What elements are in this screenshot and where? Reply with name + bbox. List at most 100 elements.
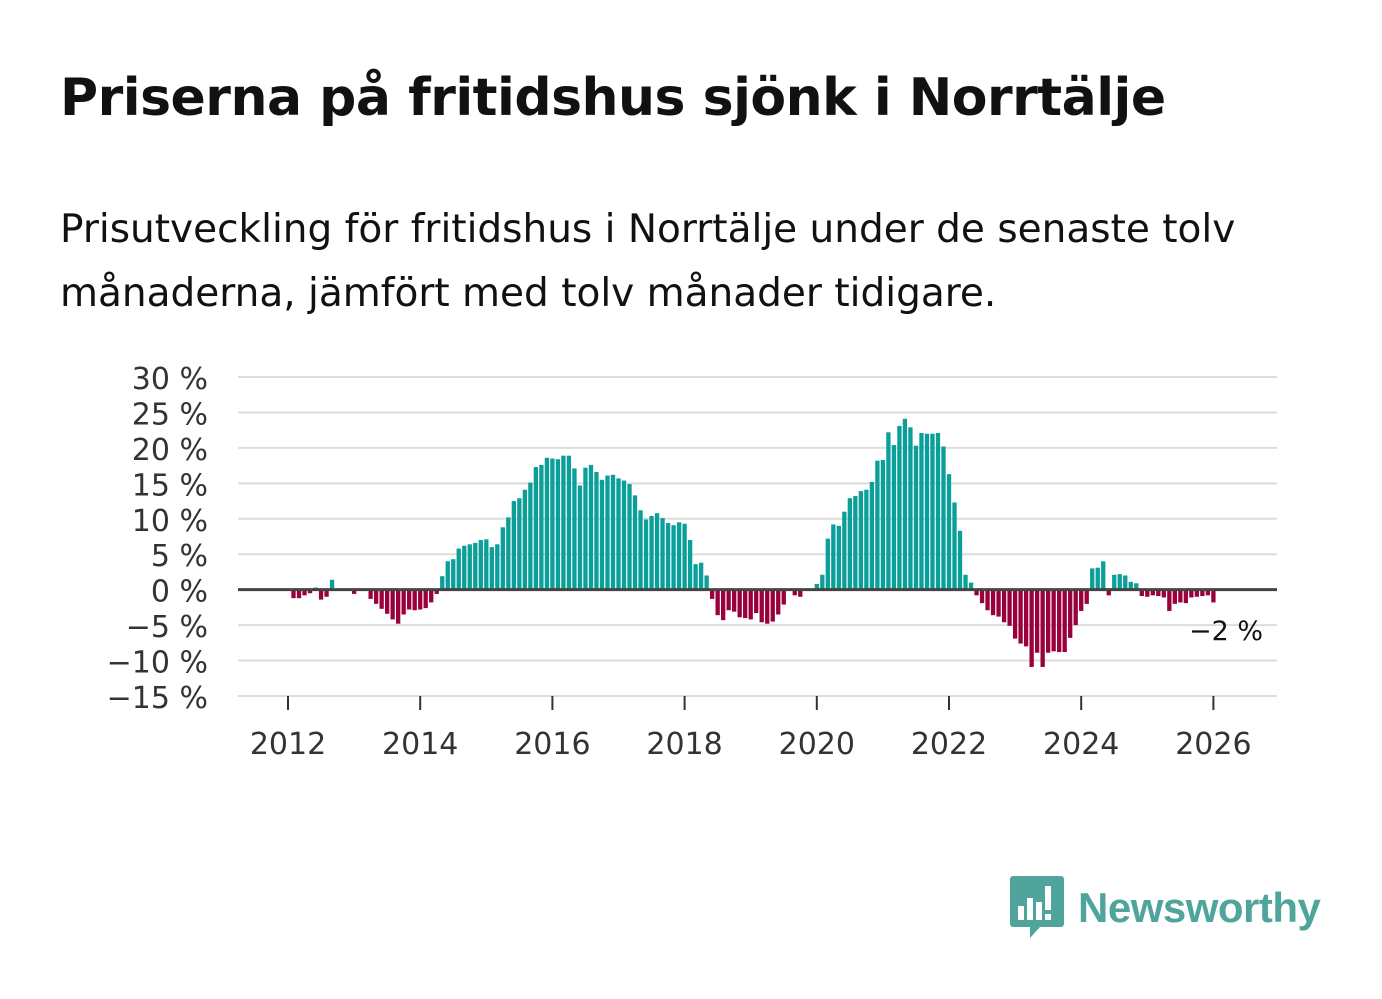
bar [307, 589, 313, 594]
bar [693, 564, 698, 590]
bar [781, 589, 786, 605]
bar [1150, 589, 1155, 596]
bar [621, 480, 627, 590]
bar [550, 458, 555, 590]
chart-subtitle: Prisutveckling för fritidshus i Norrtälj… [60, 207, 1236, 316]
bar [897, 425, 902, 590]
bar [588, 464, 594, 590]
bar [842, 511, 847, 590]
bar [1139, 589, 1144, 597]
x-tick-label: 2012 [250, 727, 326, 762]
bar [941, 446, 946, 590]
bar [423, 589, 428, 609]
bar [996, 589, 1001, 617]
bar [1178, 589, 1183, 603]
bar [1194, 589, 1200, 597]
bar [445, 561, 450, 590]
bar-chart: 30 %25 %20 %15 %10 %5 %0 %−5 %−10 %−15 %… [107, 362, 1277, 762]
x-tick-label: 2016 [514, 727, 590, 762]
y-tick-label: 20 % [132, 433, 208, 468]
bar [792, 589, 797, 596]
bar [566, 455, 572, 590]
bar [864, 489, 869, 590]
bar [599, 479, 605, 590]
x-tick-label: 2020 [779, 727, 855, 762]
brand-name: Newsworthy [1078, 884, 1321, 931]
bar [814, 584, 819, 590]
bar [539, 464, 544, 590]
bar [1079, 589, 1084, 611]
y-tick-label: −5 % [126, 610, 208, 645]
bar [820, 574, 825, 590]
bar [385, 589, 390, 614]
bar [985, 589, 990, 611]
bar [1057, 589, 1062, 653]
bar [451, 559, 456, 590]
bar [1073, 589, 1078, 626]
bar [1007, 589, 1012, 626]
y-axis-ticks: 30 %25 %20 %15 %10 %5 %0 %−5 %−10 %−15 % [107, 362, 208, 716]
x-tick-label: 2018 [646, 727, 722, 762]
bar [721, 589, 726, 621]
bar [869, 481, 875, 590]
bar [506, 517, 511, 590]
bar [373, 589, 379, 604]
x-tick-label: 2026 [1175, 727, 1251, 762]
bar [847, 498, 853, 590]
bar [676, 522, 682, 590]
bar [1068, 589, 1073, 638]
bar [429, 589, 434, 603]
bar [726, 589, 731, 611]
bar [875, 460, 880, 590]
bar [1161, 589, 1166, 598]
bar [462, 545, 467, 590]
bar [616, 478, 621, 590]
bar [682, 523, 687, 590]
bar [1034, 589, 1040, 653]
bar [1012, 589, 1018, 639]
bar [853, 496, 858, 590]
bar [968, 582, 974, 590]
bar [533, 467, 539, 590]
bar [329, 579, 335, 590]
bar [715, 589, 720, 616]
bar [396, 589, 401, 624]
bar [743, 589, 748, 619]
bar [1040, 589, 1045, 667]
bar [517, 498, 522, 590]
bar [1200, 589, 1205, 597]
bar [748, 589, 753, 620]
bar [318, 589, 324, 600]
bar [1029, 589, 1034, 667]
bar [957, 530, 963, 590]
bar [407, 589, 412, 610]
bar [1117, 574, 1122, 590]
bar [825, 538, 830, 590]
bar [577, 485, 583, 590]
bar [412, 589, 417, 611]
bar [643, 519, 649, 590]
y-tick-label: 15 % [132, 468, 208, 503]
y-tick-label: −15 % [107, 681, 208, 716]
bar [456, 548, 461, 590]
bar [368, 589, 373, 599]
bar [1189, 589, 1194, 598]
x-tick-label: 2022 [911, 727, 987, 762]
bar [555, 459, 561, 590]
bar [1062, 589, 1067, 653]
bar [798, 589, 803, 597]
bar [671, 525, 676, 590]
chart-title: Priserna på fritidshus sjönk i Norrtälje [60, 68, 1166, 128]
bar [665, 523, 671, 590]
bar [902, 418, 908, 590]
bar [1101, 561, 1106, 590]
bar [489, 547, 494, 590]
bar-chart-speech-bubble-icon [1010, 876, 1064, 940]
bar [544, 457, 550, 590]
bar [831, 524, 836, 590]
bar [1112, 574, 1117, 590]
bar [886, 432, 891, 590]
bar [660, 518, 665, 590]
bar [401, 589, 406, 615]
y-tick-label: −10 % [107, 646, 208, 681]
